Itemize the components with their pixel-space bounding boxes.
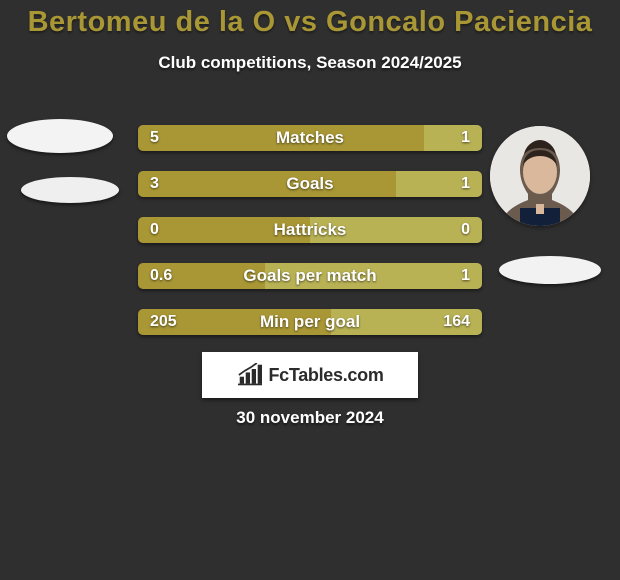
subtitle: Club competitions, Season 2024/2025 xyxy=(0,53,620,73)
stat-row: 205164Min per goal xyxy=(138,309,482,335)
brand-text: FcTables.com xyxy=(268,365,383,386)
bar-chart-icon xyxy=(236,363,264,387)
bar-left-fill xyxy=(138,217,310,243)
brand-badge: FcTables.com xyxy=(202,352,418,398)
stat-row: 00Hattricks xyxy=(138,217,482,243)
bar-right-fill xyxy=(331,309,482,335)
bar-right-fill xyxy=(424,125,482,151)
player-right-shadow xyxy=(499,256,601,284)
player-left-shadow xyxy=(21,177,119,203)
person-icon xyxy=(490,126,590,226)
stat-row: 0.61Goals per match xyxy=(138,263,482,289)
stat-row: 51Matches xyxy=(138,125,482,151)
bar-left-fill xyxy=(138,263,265,289)
date-text: 30 november 2024 xyxy=(0,408,620,428)
bar-left-fill xyxy=(138,125,424,151)
bar-right-fill xyxy=(396,171,482,197)
bar-left-fill xyxy=(138,309,331,335)
bar-left-fill xyxy=(138,171,396,197)
player-right-avatar xyxy=(490,126,590,226)
page-title: Bertomeu de la O vs Goncalo Paciencia xyxy=(0,0,620,39)
bar-right-fill xyxy=(310,217,482,243)
comparison-infographic: Bertomeu de la O vs Goncalo Paciencia Cl… xyxy=(0,0,620,580)
player-left-avatar-placeholder xyxy=(7,119,113,153)
bar-right-fill xyxy=(265,263,482,289)
stat-row: 31Goals xyxy=(138,171,482,197)
stats-bars: 51Matches 31Goals 00Hattricks 0.61Goals per… xyxy=(138,125,482,335)
